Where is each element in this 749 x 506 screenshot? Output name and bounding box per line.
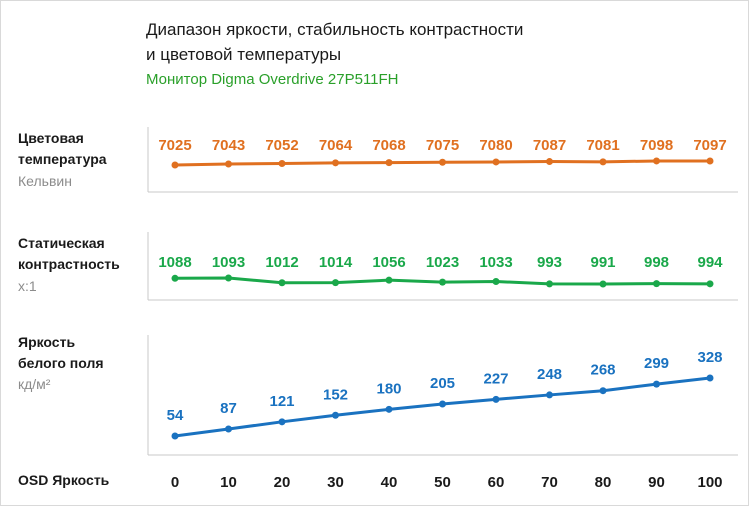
contrast-label-line1: Статическая xyxy=(18,235,105,251)
brightness-unit: кд/м² xyxy=(18,376,51,392)
brightness-point xyxy=(332,411,339,419)
brightness-point xyxy=(225,425,232,433)
brightness-data-label: 180 xyxy=(376,380,401,397)
color_temp-data-label: 7080 xyxy=(479,137,512,154)
brightness-label-line2: белого поля xyxy=(18,355,104,371)
x-tick-label: 50 xyxy=(434,474,451,491)
brightness-point xyxy=(278,418,286,426)
x-tick-label: 40 xyxy=(381,474,398,491)
x-tick-label: 80 xyxy=(595,474,612,491)
brightness-data-label: 121 xyxy=(269,393,294,410)
contrast-point xyxy=(706,280,714,288)
contrast-point xyxy=(492,278,500,286)
brightness-point xyxy=(439,400,446,408)
contrast-data-label: 1056 xyxy=(372,254,405,271)
chart-subtitle: Монитор Digma Overdrive 27P511FH xyxy=(146,71,399,88)
contrast-point xyxy=(225,274,232,282)
contrast-point xyxy=(439,278,446,286)
x-tick-label: 20 xyxy=(274,474,291,491)
contrast-data-label: 993 xyxy=(537,254,562,271)
brightness-label-line1: Яркость xyxy=(18,334,76,350)
color_temp-point xyxy=(599,158,607,166)
contrast-data-label: 1012 xyxy=(265,254,298,271)
x-tick-label: 10 xyxy=(220,474,237,491)
color-temp-label-line1: Цветовая xyxy=(18,130,84,146)
contrast-point xyxy=(278,279,286,287)
color_temp-data-label: 7043 xyxy=(212,137,245,154)
x-tick-label: 0 xyxy=(171,474,179,491)
color_temp-data-label: 7097 xyxy=(693,137,726,154)
chart-title-line1: Диапазон яркости, стабильность контрастн… xyxy=(146,20,524,39)
x-tick-label: 30 xyxy=(327,474,344,491)
brightness-data-label: 227 xyxy=(483,370,508,387)
color_temp-point xyxy=(546,158,553,166)
brightness-point xyxy=(706,374,714,382)
color_temp-point xyxy=(171,161,179,169)
brightness-data-label: 152 xyxy=(323,386,348,403)
contrast-point xyxy=(546,280,553,288)
color_temp-point xyxy=(653,157,660,165)
color_temp-data-label: 7098 xyxy=(640,137,673,154)
color-temp-label-line2: температура xyxy=(18,151,107,167)
x-tick-label: 70 xyxy=(541,474,558,491)
chart-title-line2: и цветовой температуры xyxy=(146,45,342,64)
color-temp-unit: Кельвин xyxy=(18,173,72,189)
brightness-point xyxy=(599,387,607,395)
color_temp-data-label: 7087 xyxy=(533,137,566,154)
contrast-label-line2: контрастность xyxy=(18,256,120,272)
contrast-data-label: 1014 xyxy=(319,254,353,271)
x-tick-label: 60 xyxy=(488,474,505,491)
contrast-point xyxy=(385,276,393,284)
color_temp-point xyxy=(439,158,446,166)
brightness-data-label: 54 xyxy=(167,407,184,424)
color_temp-point xyxy=(706,157,714,165)
x-tick-label: 90 xyxy=(648,474,665,491)
color_temp-point xyxy=(332,159,339,167)
color_temp-point xyxy=(278,160,286,167)
brightness-point xyxy=(385,405,393,413)
contrast-point xyxy=(599,280,607,288)
contrast-data-label: 1093 xyxy=(212,254,245,271)
brightness-point xyxy=(492,395,500,403)
brightness-data-label: 328 xyxy=(697,349,722,366)
brightness-point xyxy=(171,432,179,440)
color_temp-point xyxy=(385,159,393,167)
brightness-data-label: 248 xyxy=(537,366,562,383)
brightness-point xyxy=(546,391,553,399)
color_temp-data-label: 7081 xyxy=(586,137,619,154)
contrast-data-label: 991 xyxy=(590,254,615,271)
brightness-data-label: 268 xyxy=(590,362,615,379)
contrast-data-label: 994 xyxy=(697,254,723,271)
contrast-point xyxy=(653,280,660,288)
color_temp-data-label: 7064 xyxy=(319,137,353,154)
contrast-data-label: 1033 xyxy=(479,254,512,271)
color_temp-data-label: 7068 xyxy=(372,137,405,154)
contrast-point xyxy=(332,279,339,287)
brightness-data-label: 205 xyxy=(430,375,455,392)
brightness-point xyxy=(653,380,660,388)
contrast-unit: x:1 xyxy=(18,278,37,294)
x-axis-label: OSD Яркость xyxy=(18,472,110,488)
brightness-data-label: 87 xyxy=(220,400,237,417)
color_temp-data-label: 7052 xyxy=(265,137,298,154)
brightness-data-label: 299 xyxy=(644,355,669,372)
color_temp-point xyxy=(492,158,500,166)
contrast-data-label: 1088 xyxy=(158,254,191,271)
color_temp-point xyxy=(225,160,232,168)
color_temp-data-label: 7075 xyxy=(426,137,459,154)
x-tick-label: 100 xyxy=(697,474,722,491)
color_temp-data-label: 7025 xyxy=(158,137,191,154)
contrast-data-label: 1023 xyxy=(426,254,459,271)
contrast-point xyxy=(171,274,179,282)
contrast-data-label: 998 xyxy=(644,254,669,271)
